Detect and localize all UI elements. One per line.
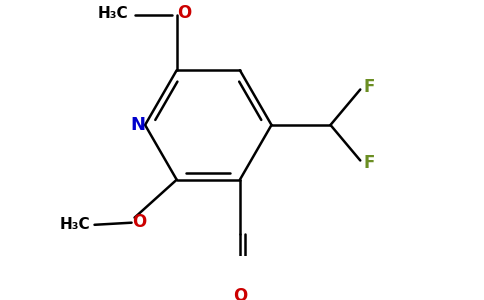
Text: O: O [132, 213, 146, 231]
Text: H₃C: H₃C [98, 6, 128, 21]
Text: O: O [177, 4, 191, 22]
Text: O: O [233, 286, 247, 300]
Text: N: N [130, 116, 145, 134]
Text: F: F [363, 154, 375, 172]
Text: F: F [363, 78, 375, 96]
Text: H₃C: H₃C [60, 217, 91, 232]
